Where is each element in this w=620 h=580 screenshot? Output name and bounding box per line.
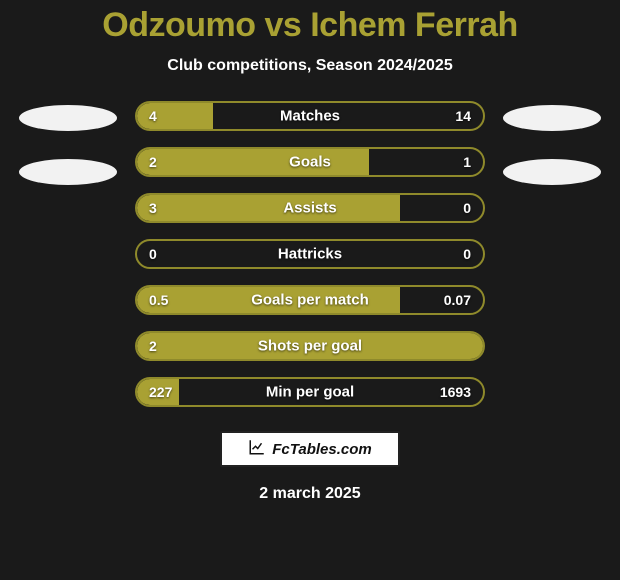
date-text: 2 march 2025: [259, 485, 360, 503]
comparison-card: Odzoumo vs Ichem Ferrah Club competition…: [0, 0, 620, 580]
stat-value-right: 14: [455, 108, 471, 124]
main-title: Odzoumo vs Ichem Ferrah: [102, 6, 518, 45]
chart-icon: [248, 438, 266, 460]
badge-text: FcTables.com: [272, 441, 371, 458]
stats-bars: 4Matches142Goals13Assists00Hattricks00.5…: [135, 101, 485, 407]
player-left-placeholder-1: [19, 105, 117, 131]
stat-value-left: 0: [149, 246, 157, 262]
stat-value-right: 0: [463, 200, 471, 216]
main-row: 4Matches142Goals13Assists00Hattricks00.5…: [0, 101, 620, 407]
stat-value-right: 0: [463, 246, 471, 262]
stat-fill-left: [137, 333, 483, 359]
stat-row: 227Min per goal1693: [135, 377, 485, 407]
stat-fill-left: [137, 287, 400, 313]
stat-label: Hattricks: [278, 246, 342, 263]
stat-value-right: 0.07: [444, 292, 471, 308]
stat-label: Matches: [280, 108, 340, 125]
subtitle: Club competitions, Season 2024/2025: [167, 57, 452, 75]
stat-fill-left: [137, 195, 400, 221]
player-right-placeholder-2: [503, 159, 601, 185]
stat-fill-left: [137, 149, 369, 175]
stat-row: 2Goals1: [135, 147, 485, 177]
stat-value-right: 1: [463, 154, 471, 170]
stat-value-right: 1693: [440, 384, 471, 400]
stat-fill-left: [137, 103, 213, 129]
stat-fill-left: [137, 379, 179, 405]
right-player-col: [503, 101, 601, 185]
left-player-col: [19, 101, 117, 185]
stat-row: 2Shots per goal: [135, 331, 485, 361]
stat-label: Min per goal: [266, 384, 354, 401]
player-right-placeholder-1: [503, 105, 601, 131]
stat-row: 3Assists0: [135, 193, 485, 223]
player-left-placeholder-2: [19, 159, 117, 185]
stat-row: 4Matches14: [135, 101, 485, 131]
source-badge: FcTables.com: [220, 431, 400, 467]
stat-row: 0 Hattricks 0: [135, 239, 485, 269]
stat-row: 0.5Goals per match0.07: [135, 285, 485, 315]
